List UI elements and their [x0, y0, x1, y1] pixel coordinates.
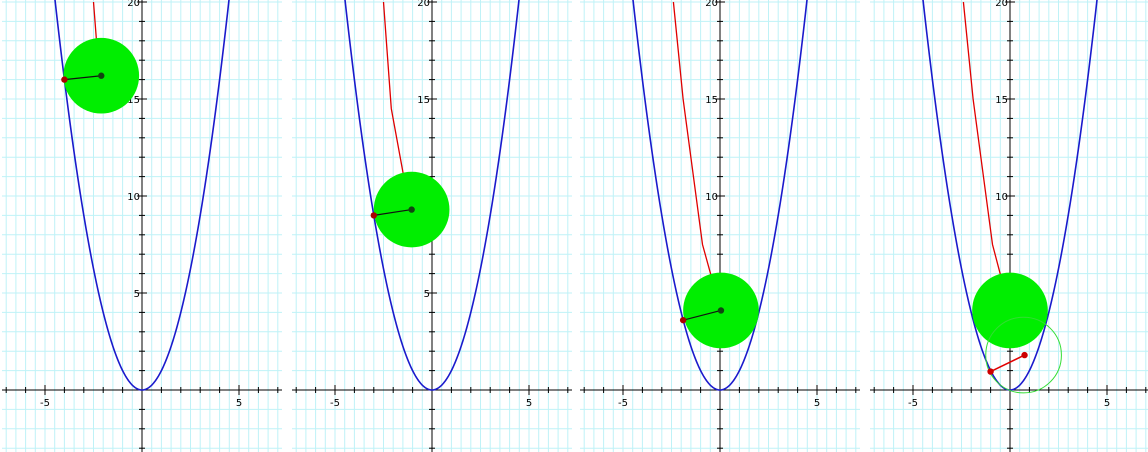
- y-tick-label: 15: [127, 95, 140, 106]
- center-point: [717, 307, 725, 314]
- red-radius-segment: [990, 354, 1025, 373]
- y-tick-label: 5: [134, 289, 140, 300]
- center-point: [98, 72, 105, 79]
- contact-point: [679, 316, 687, 324]
- y-tick-label: 5: [424, 289, 430, 300]
- y-tick-label: 20: [127, 0, 140, 9]
- x-tick-label: -5: [618, 398, 628, 409]
- x-tick-label: -5: [330, 398, 340, 409]
- x-tick-label: -5: [40, 398, 50, 409]
- radius-segment: [64, 75, 102, 81]
- y-tick-label: 15: [995, 95, 1008, 106]
- center-point: [408, 206, 415, 213]
- red-point: [1021, 351, 1028, 359]
- x-tick-label: 5: [236, 398, 242, 409]
- contact-point: [61, 76, 68, 83]
- plot-background: [870, 0, 1148, 452]
- x-tick-label: 5: [814, 398, 820, 409]
- x-tick-label: -5: [908, 398, 918, 409]
- parabola-curve: [344, 0, 520, 391]
- parabola-curve: [632, 0, 808, 391]
- y-tick-label: 10: [995, 192, 1008, 203]
- radius-segment: [682, 309, 722, 321]
- parabola-curve: [54, 0, 230, 391]
- chart-panel-1: -5 5 5 10 15 20: [2, 0, 282, 452]
- y-tick-label: 20: [417, 0, 430, 9]
- outline-circle: [985, 316, 1062, 394]
- radius-segment: [373, 208, 412, 216]
- red-point: [987, 368, 994, 375]
- y-tick-label: 20: [995, 0, 1008, 9]
- chart-svg-1: -5 5 5 10 15 20: [2, 0, 282, 452]
- x-tick-label: 5: [526, 398, 532, 409]
- filled-circle: [972, 272, 1048, 349]
- contact-point: [370, 212, 377, 219]
- y-tick-label: 15: [417, 95, 430, 106]
- y-tick-label: 10: [705, 192, 718, 203]
- y-tick-label: 20: [705, 0, 718, 9]
- y-tick-label: 15: [705, 95, 718, 106]
- x-tick-label: 5: [1104, 398, 1110, 409]
- y-tick-label: 10: [127, 192, 140, 203]
